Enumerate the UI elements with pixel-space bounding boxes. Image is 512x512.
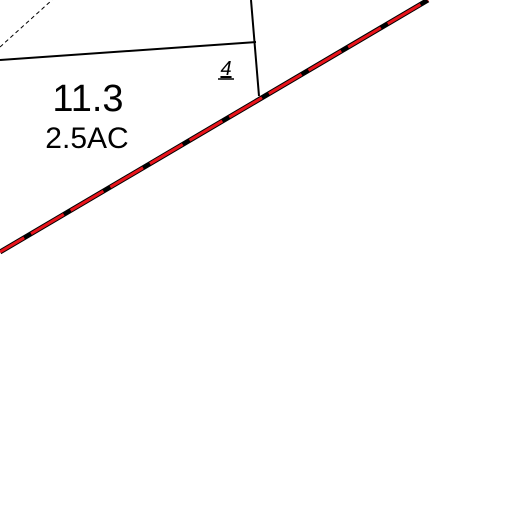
easement-line [0,0,53,48]
boundary-line [0,0,429,254]
lot-number: 4 [220,58,231,80]
lot-line [250,0,260,97]
parcel-area: 2.5AC [45,122,128,155]
parcel-number: 11.3 [52,78,123,120]
lot-line [0,41,257,61]
